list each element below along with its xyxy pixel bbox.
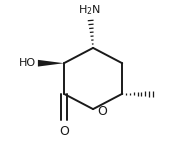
Text: O: O	[97, 105, 107, 118]
Text: $\mathregular{H_2N}$: $\mathregular{H_2N}$	[78, 3, 101, 17]
Polygon shape	[38, 60, 64, 67]
Text: HO: HO	[19, 58, 36, 68]
Text: O: O	[59, 125, 69, 138]
